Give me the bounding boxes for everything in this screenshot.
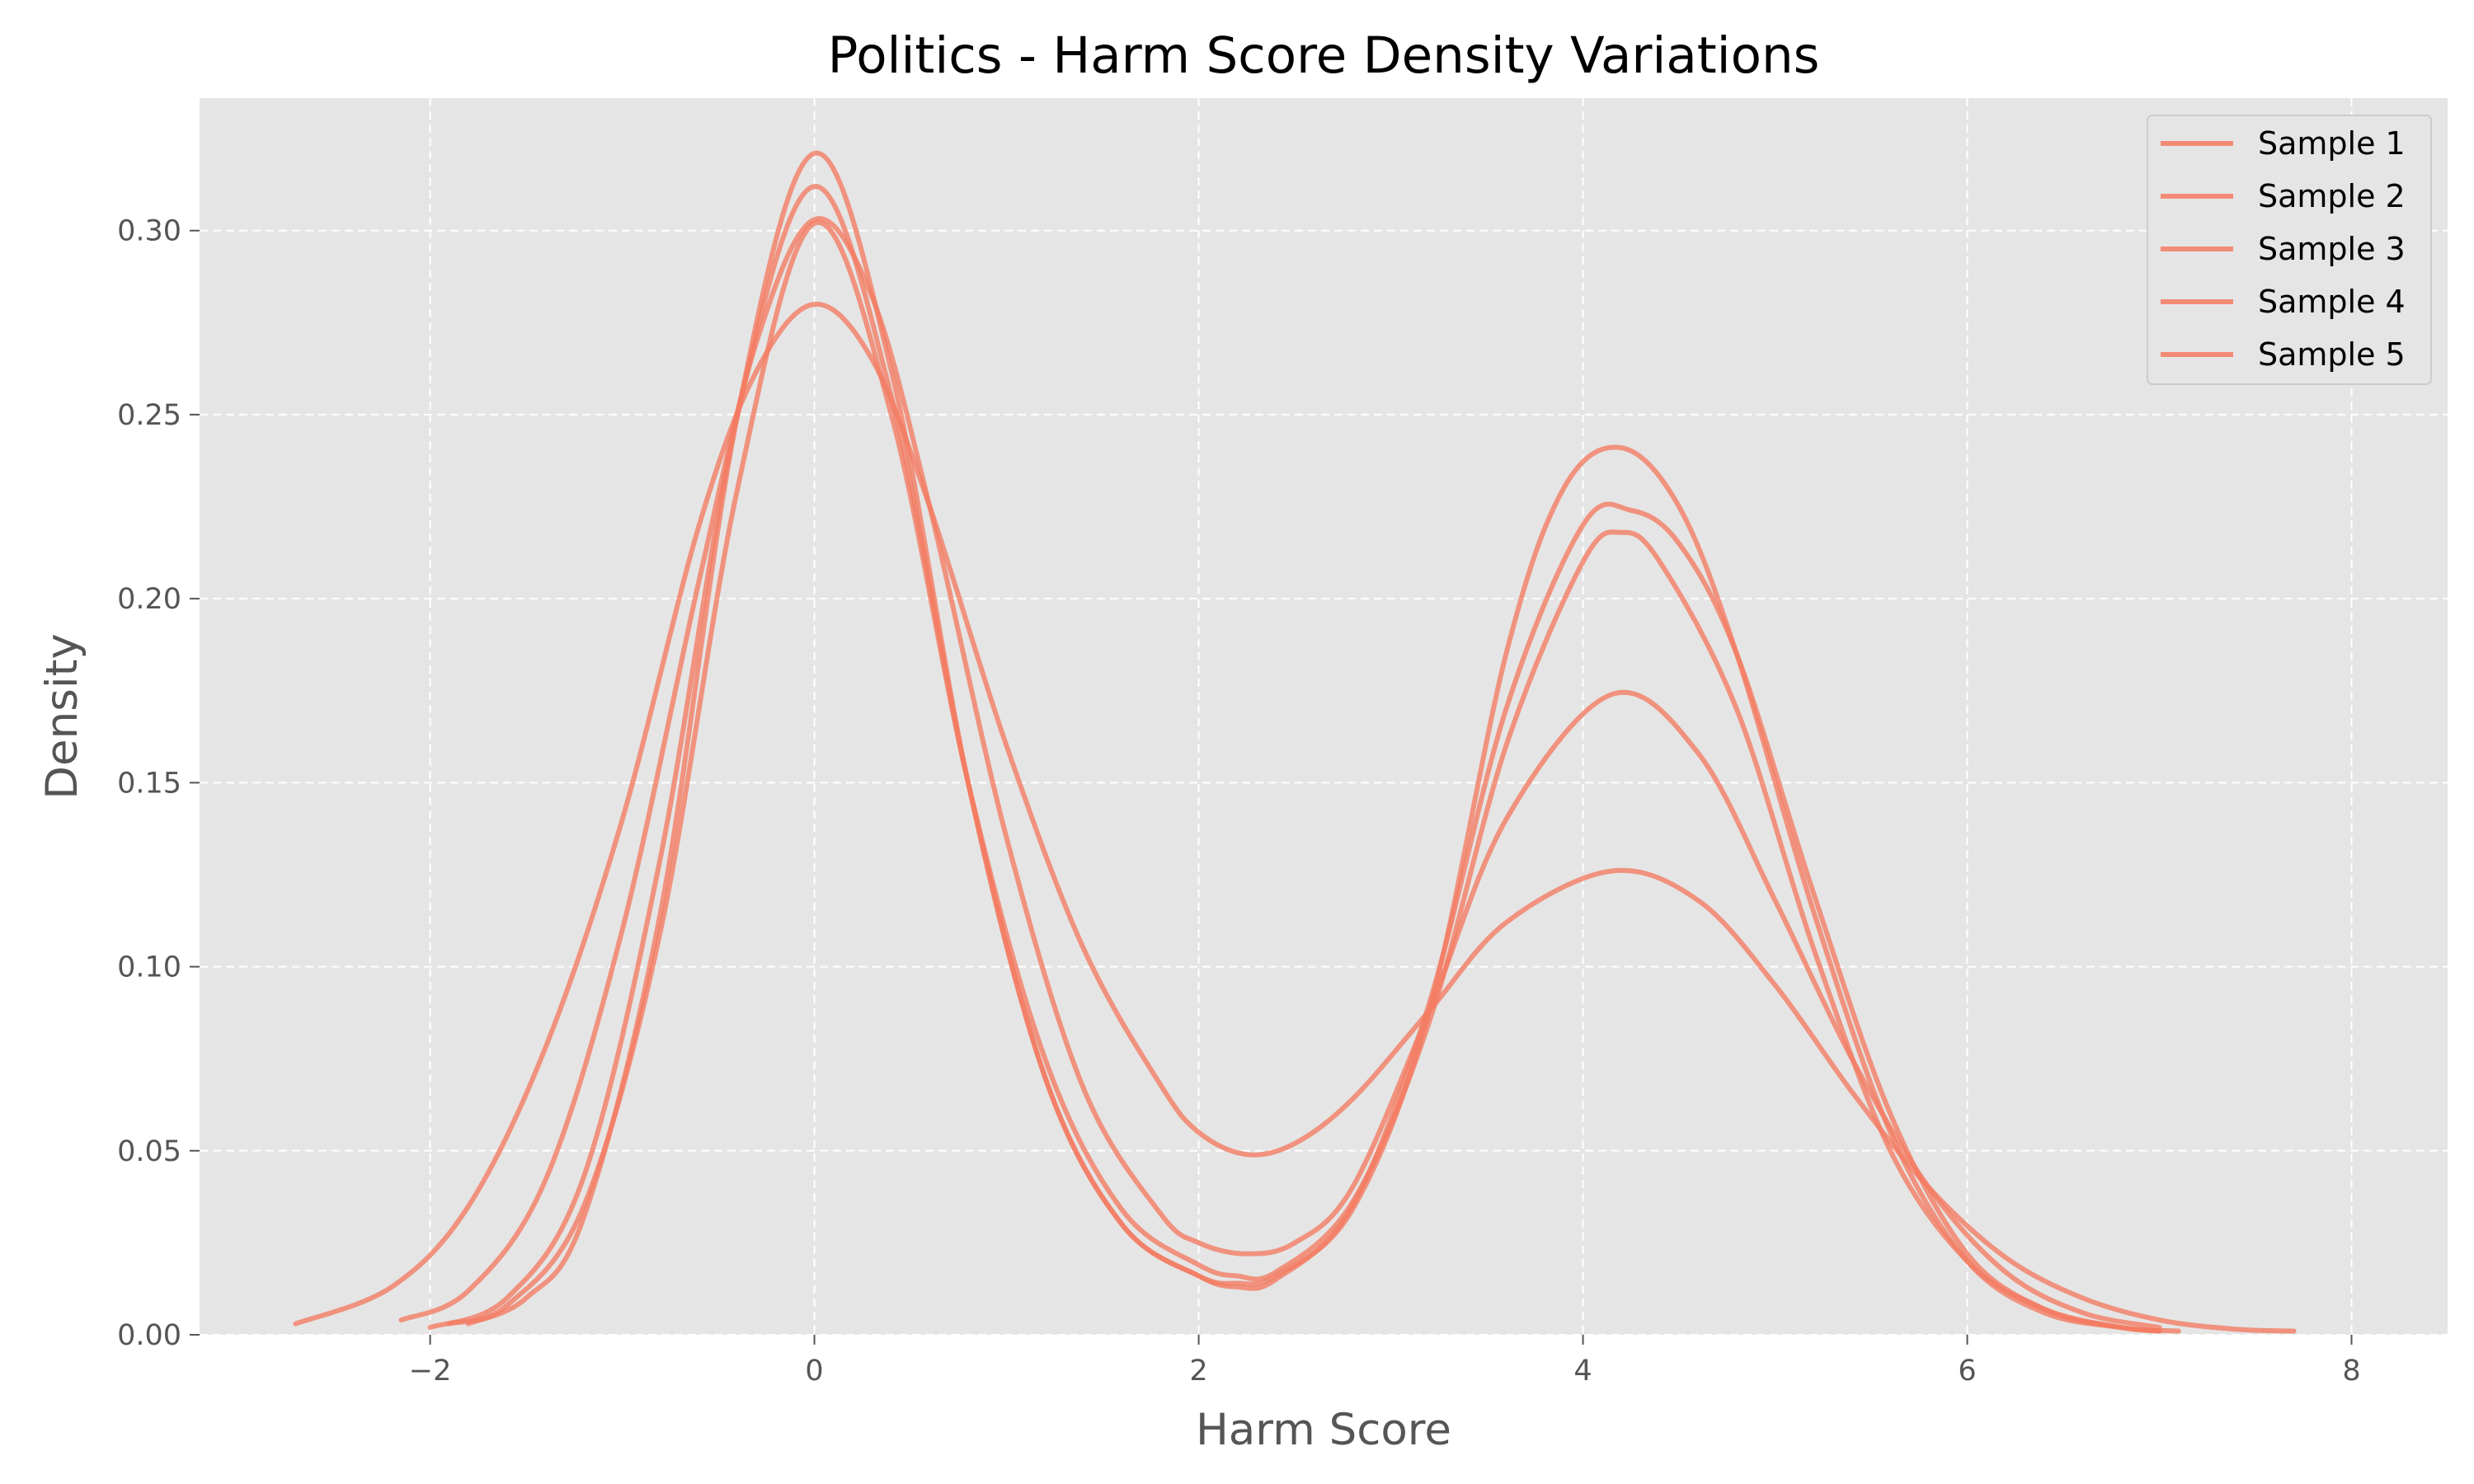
axis-ticks: −2 0 2 4 6 8 0.00 0.05 0.10 0.15 0.20 0.25 0.30 bbox=[117, 215, 2361, 1388]
series-line-sample-1 bbox=[446, 219, 2162, 1334]
x-tick-label: 4 bbox=[1573, 1355, 1592, 1388]
y-tick-label: 0.00 bbox=[117, 1319, 181, 1352]
series-line-sample-2 bbox=[427, 184, 2181, 1334]
legend-label: Sample 3 bbox=[2258, 231, 2406, 267]
legend-label: Sample 4 bbox=[2258, 284, 2406, 320]
y-axis-label: Density bbox=[37, 633, 87, 800]
legend-box bbox=[2147, 115, 2432, 385]
legend-label: Sample 5 bbox=[2258, 336, 2406, 373]
series-lines bbox=[293, 150, 2297, 1334]
x-tick-label: −2 bbox=[409, 1355, 452, 1388]
y-tick-label: 0.20 bbox=[117, 583, 181, 616]
x-tick-label: 8 bbox=[2342, 1355, 2360, 1388]
x-tick-label: 0 bbox=[805, 1355, 823, 1388]
x-tick-label: 6 bbox=[1958, 1355, 1976, 1388]
y-tick-label: 0.05 bbox=[117, 1135, 181, 1168]
legend-label: Sample 2 bbox=[2258, 178, 2406, 214]
y-tick-label: 0.10 bbox=[117, 951, 181, 984]
y-tick-label: 0.30 bbox=[117, 215, 181, 248]
chart-title: Politics - Harm Score Density Variations bbox=[828, 26, 1820, 85]
series-line-sample-4 bbox=[398, 216, 2162, 1331]
x-axis-label: Harm Score bbox=[1196, 1405, 1451, 1455]
legend-label: Sample 1 bbox=[2258, 125, 2406, 162]
x-tick-label: 2 bbox=[1189, 1355, 1207, 1388]
y-tick-label: 0.25 bbox=[117, 399, 181, 432]
y-tick-label: 0.15 bbox=[117, 767, 181, 800]
series-line-sample-5 bbox=[466, 150, 2162, 1334]
plot-area bbox=[200, 98, 2448, 1335]
legend: Sample 1 Sample 2 Sample 3 Sample 4 Sample 5 bbox=[2147, 115, 2432, 385]
